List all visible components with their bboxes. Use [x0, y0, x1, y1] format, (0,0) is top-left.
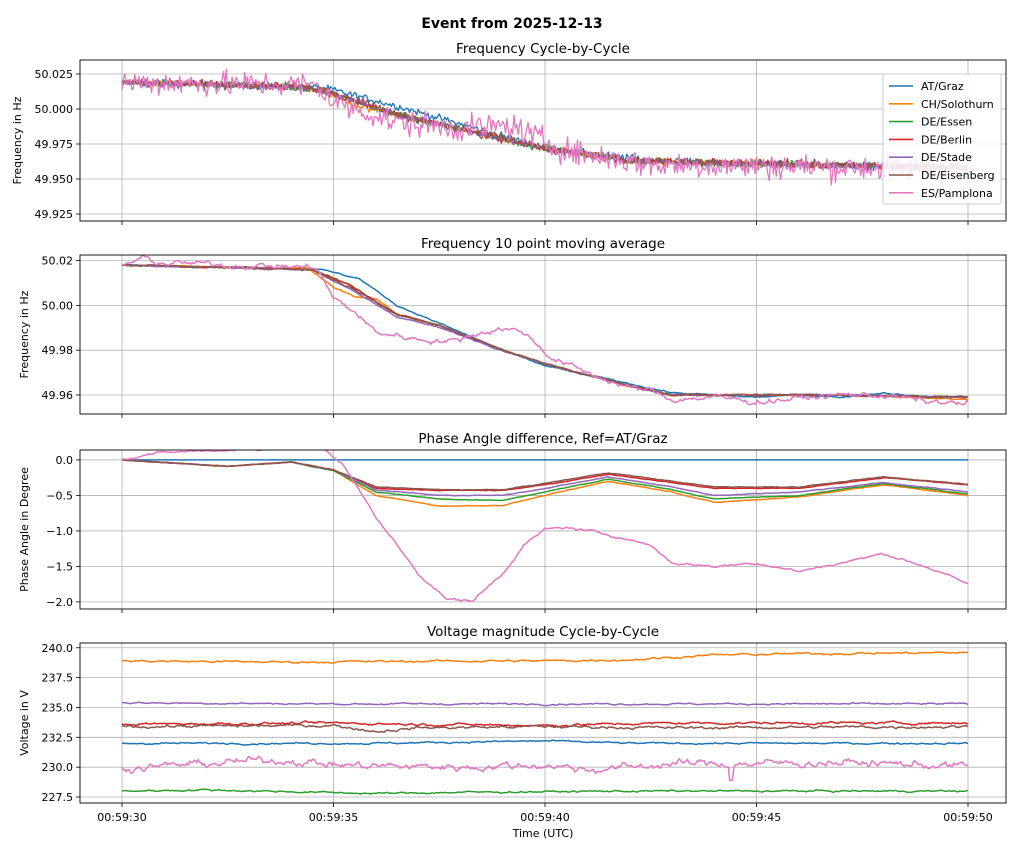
series-line-ch-solothurn — [121, 651, 968, 665]
series-line-es-pamplona — [121, 68, 969, 186]
series-group — [121, 651, 969, 795]
panel-4: Voltage magnitude Cycle-by-Cycle 227.5 230… — [18, 624, 1007, 840]
panel-title: Phase Angle difference, Ref=AT/Graz — [418, 431, 667, 447]
y-axis-label: Frequency in Hz — [18, 290, 31, 378]
y-tick-label: 50.02 — [42, 255, 74, 268]
series-line-at-graz — [121, 739, 969, 746]
y-tick-label: −1.0 — [46, 525, 73, 538]
y-tick-label: 235.0 — [42, 701, 74, 714]
y-tick-label: 49.96 — [42, 389, 74, 402]
y-tick-label: 227.5 — [42, 791, 74, 804]
series-line-es-pamplona — [121, 255, 969, 406]
series-group — [121, 255, 969, 406]
series-group — [121, 450, 969, 603]
y-tick-label: 230.0 — [42, 761, 74, 774]
panel-2: Frequency 10 point moving average 49.96 49… — [18, 236, 1007, 418]
series-line-es-pamplona — [121, 450, 969, 603]
y-tick-label: 50.000 — [35, 103, 74, 116]
legend-label: DE/Essen — [921, 116, 972, 129]
x-tick-label: 00:59:50 — [943, 811, 992, 824]
x-tick-label: 00:59:45 — [732, 811, 781, 824]
panel-3: Phase Angle difference, Ref=AT/Graz −2.0 −… — [18, 431, 1007, 613]
panel-1: Frequency Cycle-by-Cycle 49.925 49.950 49.9… — [11, 41, 1007, 225]
series-line-de-stade — [121, 701, 969, 707]
series-line-de-eisenberg — [121, 723, 969, 733]
series-line-de-essen — [121, 78, 969, 173]
series-group — [121, 68, 969, 186]
series-line-de-essen — [121, 788, 969, 795]
y-axis-label: Phase Angle in Degree — [18, 467, 31, 592]
y-tick-label: 232.5 — [42, 731, 74, 744]
y-tick-label: 49.98 — [42, 344, 74, 357]
legend-label: ES/Pamplona — [921, 187, 993, 200]
y-tick-label: −2.0 — [46, 596, 73, 609]
panel-title: Frequency Cycle-by-Cycle — [456, 41, 630, 57]
y-axis-label: Voltage in V — [18, 690, 31, 756]
x-tick-label: 00:59:40 — [520, 811, 569, 824]
y-tick-label: 49.975 — [35, 138, 74, 151]
y-tick-label: 49.925 — [35, 208, 74, 221]
series-line-de-eisenberg — [122, 263, 968, 399]
series-line-de-eisenberg — [121, 459, 969, 491]
y-tick-label: 240.0 — [42, 642, 74, 655]
y-tick-label: −1.5 — [46, 560, 73, 573]
series-line-de-berlin — [121, 720, 969, 728]
legend-label: DE/Berlin — [921, 133, 972, 146]
axes-frame — [79, 449, 1007, 610]
axes-frame — [79, 254, 1007, 415]
legend-label: DE/Eisenberg — [921, 169, 995, 182]
x-tick-label: 00:59:35 — [309, 811, 358, 824]
y-tick-label: 237.5 — [42, 672, 74, 685]
axes-frame — [79, 642, 1007, 804]
x-tick-label: 00:59:30 — [97, 811, 146, 824]
y-tick-label: −0.5 — [46, 489, 73, 502]
y-tick-label: 49.950 — [35, 173, 74, 186]
legend-label: AT/Graz — [921, 80, 964, 93]
panel-title: Voltage magnitude Cycle-by-Cycle — [427, 624, 659, 640]
panel-title: Frequency 10 point moving average — [421, 236, 665, 252]
legend: AT/Graz CH/Solothurn DE/Essen DE/Berlin DE/S… — [882, 73, 1002, 205]
x-axis-label: Time (UTC) — [512, 827, 574, 840]
axes-frame — [79, 59, 1007, 222]
legend-label: DE/Stade — [921, 151, 972, 164]
y-axis-label: Frequency in Hz — [11, 96, 24, 184]
series-line-es-pamplona — [121, 755, 969, 782]
legend-label: CH/Solothurn — [921, 98, 994, 111]
y-tick-label: 50.00 — [42, 299, 74, 312]
figure-title: Event from 2025-12-13 — [421, 16, 602, 32]
y-tick-label: 50.025 — [35, 68, 74, 81]
y-tick-label: 0.0 — [56, 454, 74, 467]
